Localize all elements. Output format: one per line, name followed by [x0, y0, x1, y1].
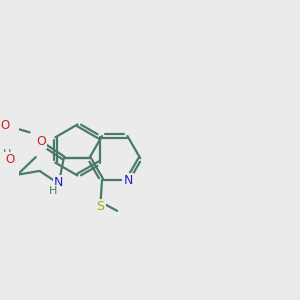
Text: O: O	[1, 119, 10, 132]
Text: O: O	[5, 153, 15, 166]
Text: S: S	[97, 200, 104, 213]
Text: N: N	[123, 174, 133, 187]
Text: N: N	[54, 176, 63, 189]
Text: H: H	[49, 186, 57, 196]
Text: O: O	[36, 134, 46, 148]
Text: H: H	[3, 149, 11, 159]
